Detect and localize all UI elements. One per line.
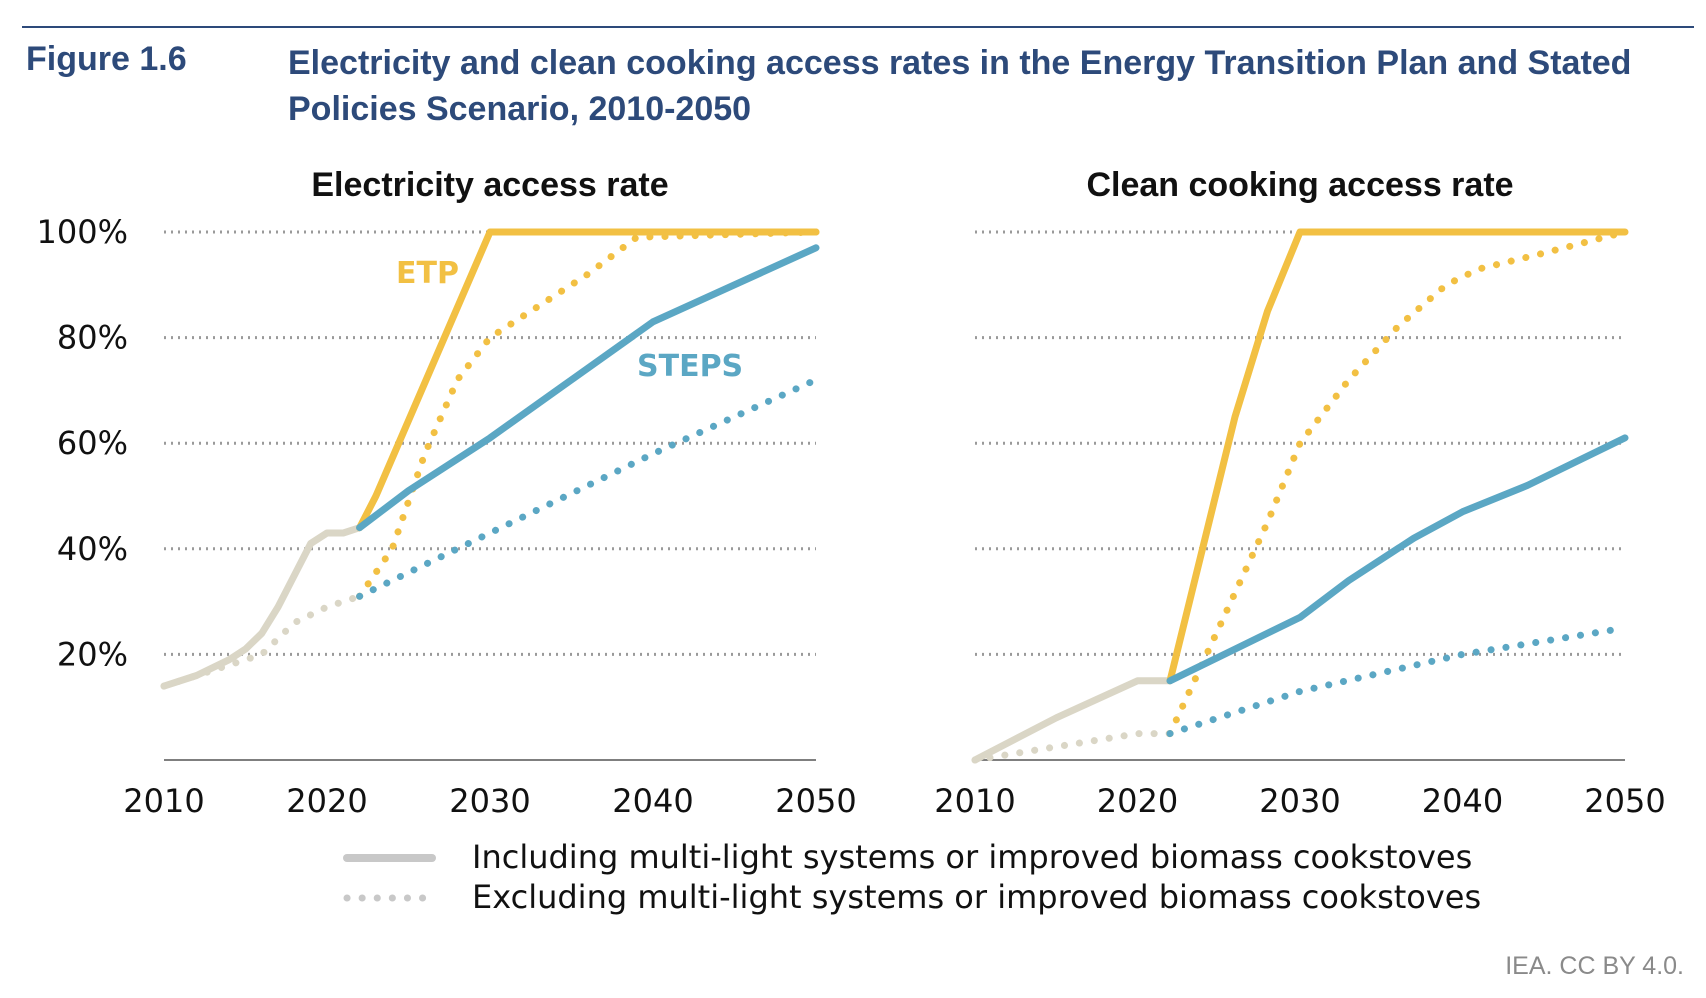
x-tick-label: 2020 bbox=[286, 782, 367, 820]
source-credit: IEA. CC BY 4.0. bbox=[1505, 952, 1684, 980]
x-tick-label: 2020 bbox=[1097, 782, 1178, 820]
figure-number: Figure 1.6 bbox=[26, 40, 187, 78]
top-rule bbox=[22, 26, 1694, 28]
series-annotations: ETP STEPS bbox=[396, 256, 743, 384]
legend: Including multi-light systems or improve… bbox=[343, 838, 1481, 916]
annotation-steps: STEPS bbox=[637, 349, 743, 384]
series-line-etp_excl bbox=[1166, 228, 1629, 738]
x-tick-label: 2030 bbox=[449, 782, 530, 820]
x-tick-label: 2040 bbox=[612, 782, 693, 820]
series-line-hist_excl bbox=[160, 592, 364, 690]
x-tick-label: 2040 bbox=[1422, 782, 1503, 820]
series-line-steps_incl bbox=[1166, 434, 1629, 685]
annotation-etp: ETP bbox=[396, 256, 459, 291]
electricity-access-panel: Electricity access rate 20% 40% 60% 80% 100% 2… bbox=[37, 166, 857, 820]
series-line-etp_incl bbox=[1166, 228, 1629, 685]
x-tick-label: 2010 bbox=[934, 782, 1015, 820]
series-line-etp_excl bbox=[356, 228, 820, 600]
clean-cooking-access-panel: Clean cooking access rate 2010 2020 2030 204… bbox=[934, 166, 1665, 820]
series-line-hist_incl bbox=[160, 524, 364, 690]
x-tick-label: 2010 bbox=[123, 782, 204, 820]
series-line-steps_excl bbox=[356, 376, 820, 600]
panel-title: Electricity access rate bbox=[311, 166, 668, 204]
legend-label: Including multi-light systems or improve… bbox=[472, 838, 1472, 876]
series-line-hist_incl bbox=[971, 677, 1174, 764]
y-tick-label: 100% bbox=[37, 213, 128, 251]
y-tick-label: 20% bbox=[57, 635, 128, 673]
x-tick-label: 2050 bbox=[775, 782, 856, 820]
y-tick-label: 80% bbox=[57, 319, 128, 357]
panel-title: Clean cooking access rate bbox=[1086, 166, 1513, 204]
series-line-etp_incl bbox=[356, 228, 820, 532]
figure-title: Electricity and clean cooking access rat… bbox=[288, 44, 1632, 128]
legend-label: Excluding multi-light systems or improve… bbox=[472, 878, 1481, 916]
series-line-steps_incl bbox=[356, 244, 820, 532]
y-tick-label: 60% bbox=[57, 424, 128, 462]
x-tick-label: 2030 bbox=[1259, 782, 1340, 820]
series-line-hist_excl bbox=[971, 730, 1174, 764]
y-tick-label: 40% bbox=[57, 530, 128, 568]
x-tick-label: 2050 bbox=[1584, 782, 1665, 820]
